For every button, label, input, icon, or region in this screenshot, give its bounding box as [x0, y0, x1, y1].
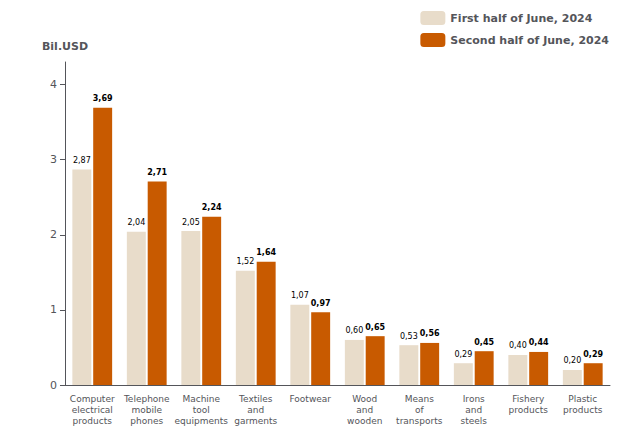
- svg-text:2,04: 2,04: [127, 218, 145, 227]
- svg-text:0,56: 0,56: [420, 329, 440, 338]
- svg-text:2,71: 2,71: [147, 168, 167, 177]
- svg-text:Means: Means: [405, 394, 435, 404]
- svg-text:Bil.USD: Bil.USD: [42, 40, 88, 53]
- svg-text:and: and: [247, 405, 264, 415]
- svg-text:0,29: 0,29: [583, 350, 603, 359]
- svg-text:1: 1: [50, 303, 57, 316]
- svg-text:Irons: Irons: [463, 394, 485, 404]
- svg-text:wooden: wooden: [347, 416, 382, 426]
- svg-text:4: 4: [50, 78, 57, 91]
- svg-text:0,40: 0,40: [509, 341, 527, 350]
- svg-text:transports: transports: [396, 416, 443, 426]
- svg-text:of: of: [415, 405, 425, 415]
- svg-text:2: 2: [50, 228, 57, 241]
- svg-text:3: 3: [50, 153, 57, 166]
- svg-text:Machine: Machine: [182, 394, 220, 404]
- svg-text:1,64: 1,64: [256, 248, 276, 257]
- svg-text:Footwear: Footwear: [289, 394, 331, 404]
- svg-text:1,52: 1,52: [236, 257, 254, 266]
- svg-text:Computer: Computer: [70, 394, 115, 404]
- svg-text:First half of June, 2024: First half of June, 2024: [450, 12, 592, 25]
- svg-text:tool: tool: [193, 405, 210, 415]
- svg-text:Textiles: Textiles: [238, 394, 273, 404]
- svg-text:equipments: equipments: [175, 416, 229, 426]
- svg-text:0,65: 0,65: [365, 323, 385, 332]
- svg-text:steels: steels: [461, 416, 488, 426]
- svg-text:Plastic: Plastic: [568, 394, 597, 404]
- svg-text:0,45: 0,45: [474, 338, 494, 347]
- svg-text:0,60: 0,60: [345, 326, 363, 335]
- svg-text:0: 0: [50, 379, 57, 392]
- svg-text:2,24: 2,24: [202, 203, 222, 212]
- svg-text:phones: phones: [130, 416, 163, 426]
- svg-text:0,20: 0,20: [563, 356, 581, 365]
- svg-text:0,97: 0,97: [311, 299, 331, 308]
- svg-text:garments: garments: [234, 416, 277, 426]
- svg-text:products: products: [509, 405, 549, 415]
- svg-text:2,87: 2,87: [73, 156, 91, 165]
- svg-text:mobile: mobile: [131, 405, 162, 415]
- svg-text:Second half of June, 2024: Second half of June, 2024: [450, 34, 609, 47]
- svg-text:electrical: electrical: [72, 405, 113, 415]
- svg-text:0,44: 0,44: [529, 338, 549, 347]
- svg-text:1,07: 1,07: [291, 291, 309, 300]
- svg-text:products: products: [563, 405, 603, 415]
- svg-text:and: and: [356, 405, 373, 415]
- svg-text:Fishery: Fishery: [512, 394, 545, 404]
- svg-text:and: and: [465, 405, 482, 415]
- svg-text:Wood: Wood: [352, 394, 377, 404]
- svg-text:2,05: 2,05: [182, 218, 200, 227]
- svg-text:0,29: 0,29: [454, 350, 472, 359]
- svg-text:0,53: 0,53: [400, 332, 418, 341]
- svg-text:Telephone: Telephone: [123, 394, 170, 404]
- svg-text:3,69: 3,69: [93, 94, 113, 103]
- svg-text:products: products: [73, 416, 113, 426]
